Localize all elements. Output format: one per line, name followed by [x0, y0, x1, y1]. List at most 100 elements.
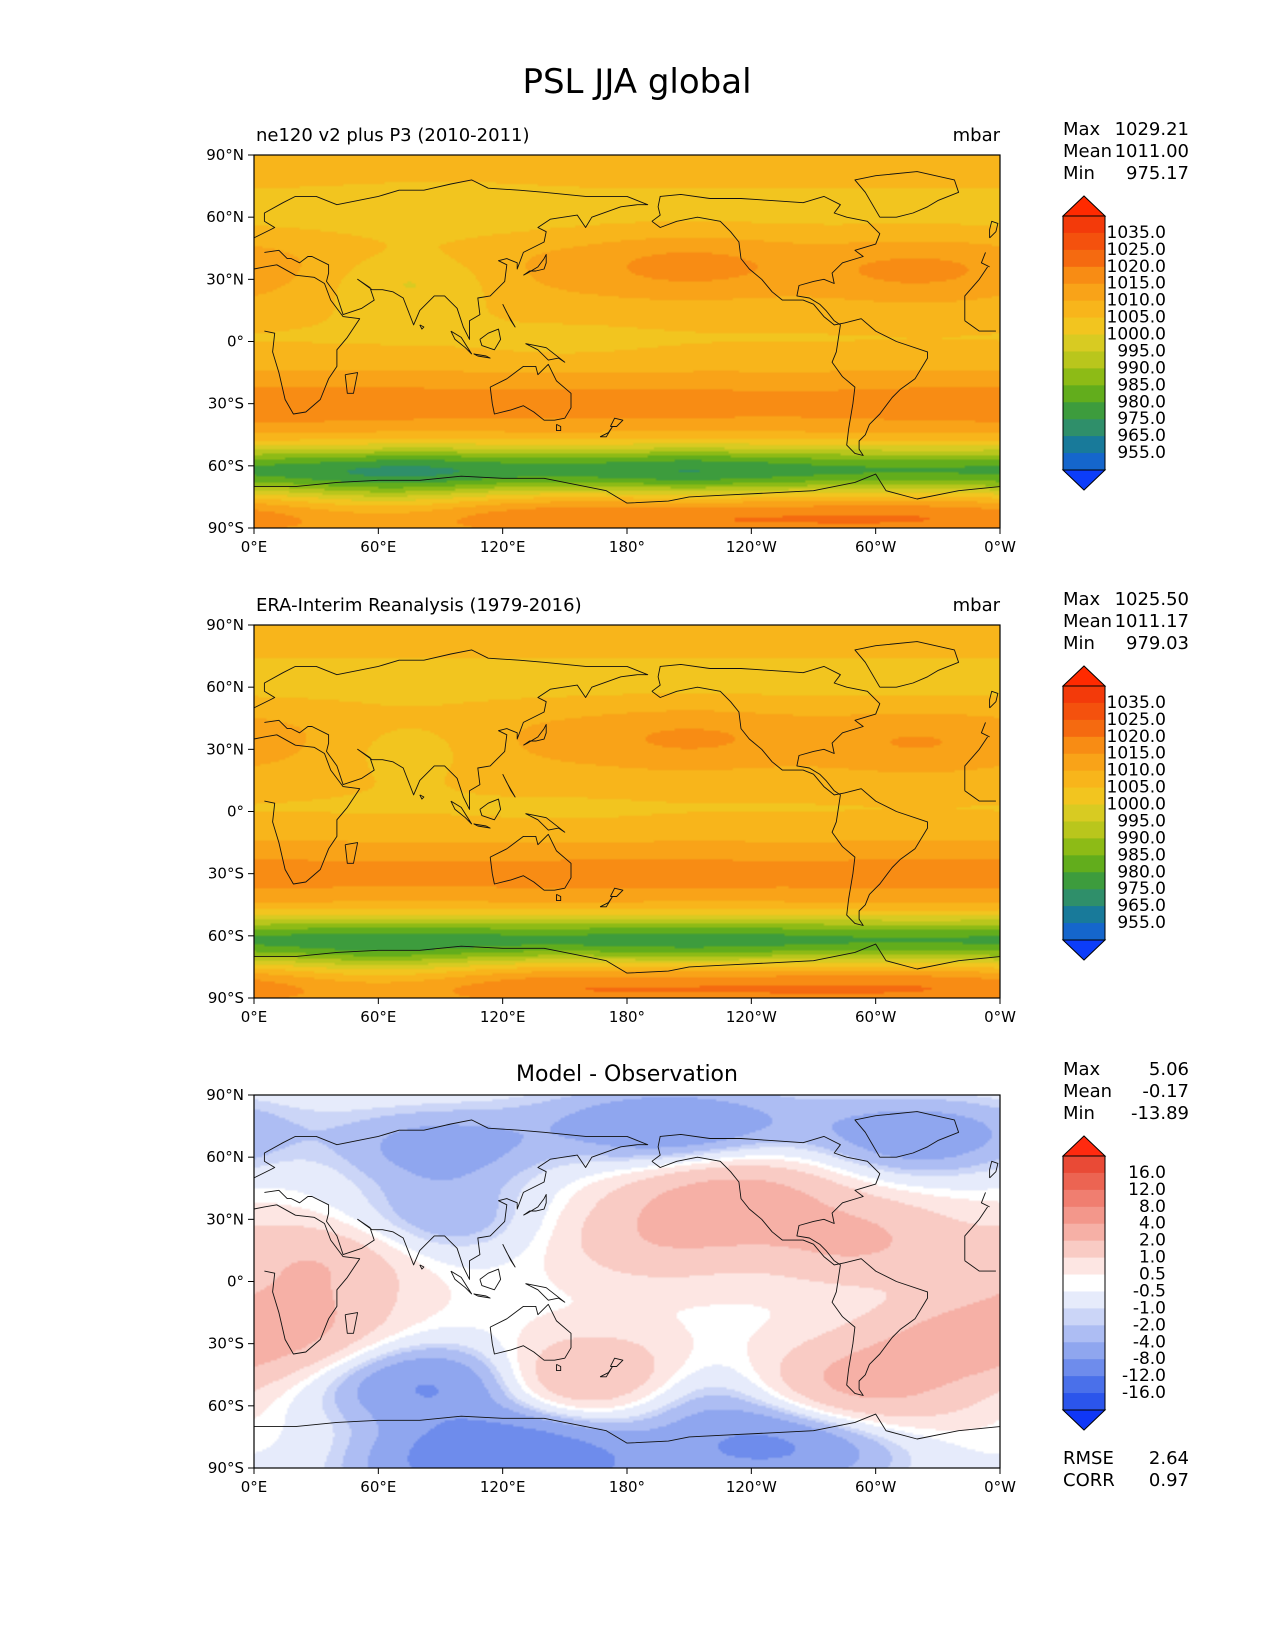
colorbar-label: 995.0	[1117, 341, 1166, 361]
colorbar-label: 1020.0	[1107, 727, 1166, 747]
coastline	[989, 690, 999, 709]
x-tick-label: 180°	[609, 1008, 645, 1026]
colorbar-segment	[1063, 1172, 1105, 1191]
coastline	[964, 266, 988, 321]
coastline	[556, 1363, 562, 1372]
coastline	[502, 1243, 516, 1268]
coastline	[473, 353, 491, 359]
colorbar-segment	[1063, 702, 1105, 721]
stats-observation: Max 1025.50 Mean 1011.17 Min 979.03	[1063, 589, 1189, 654]
colorbar-outline	[1062, 1155, 1106, 1411]
coastline	[450, 800, 473, 825]
coastline	[419, 1264, 425, 1270]
colorbar-segment	[1063, 436, 1105, 454]
colorbar-label: -12.0	[1122, 1366, 1166, 1386]
colorbar-segment	[1063, 453, 1105, 471]
panel-model: ne120 v2 plus P3 (2010-2011) mbar 0°E 60°…	[206, 119, 1189, 556]
y-ticks-observation: 90°N 60°N 30°N 0° 30°S 60°S 90°S	[206, 616, 254, 1007]
colorbar-segment	[1063, 770, 1105, 789]
y-tick-label: 0°	[227, 803, 244, 821]
colorbar-label: 975.0	[1117, 409, 1166, 429]
colorbar-label: 995.0	[1117, 811, 1166, 831]
coastline	[254, 734, 361, 885]
colorbar-segment	[1063, 1240, 1105, 1259]
coastline	[989, 1160, 999, 1179]
colorbar-segment	[1063, 368, 1105, 386]
stat-corr-value: 0.97	[1149, 1470, 1189, 1491]
x-tick-label: 60°W	[855, 538, 897, 556]
coastline	[854, 1111, 960, 1158]
colorbar-segment	[1063, 1291, 1105, 1309]
colorbar-label: 1035.0	[1107, 693, 1166, 713]
colorbar-label: 975.0	[1117, 879, 1166, 899]
colorbar-label: 980.0	[1117, 392, 1166, 412]
y-tick-label: 30°S	[208, 395, 244, 413]
y-ticks-model: 90°N 60°N 30°N 0° 30°S 60°S 90°S	[206, 146, 254, 537]
colorbar-label: 12.0	[1128, 1180, 1166, 1200]
colorbar-segment	[1063, 821, 1105, 839]
colorbar-segment	[1063, 334, 1105, 353]
y-tick-label: 60°N	[206, 208, 244, 226]
y-tick-label: 60°S	[208, 457, 244, 475]
y-tick-label: 30°N	[206, 1210, 244, 1228]
x-tick-label: 60°E	[360, 538, 396, 556]
stats-difference: Max 5.06 Mean -0.17 Min -13.89 RMSE 2.64…	[1063, 1059, 1189, 1491]
colorbar-segment	[1063, 855, 1105, 873]
colorbar-segment	[1063, 838, 1105, 856]
colorbar-segment	[1063, 216, 1105, 234]
figure-title: PSL JJA global	[522, 62, 751, 102]
coastline	[344, 372, 359, 394]
x-ticks-observation: 0°E 60°E 120°E 180° 120°W 60°W 0°W	[241, 998, 1016, 1026]
stat-mean-label-observation: Mean	[1063, 611, 1112, 632]
stat-max-label-difference: Max	[1063, 1059, 1101, 1080]
colorbar-label: 955.0	[1117, 443, 1166, 463]
y-ticks-difference: 90°N 60°N 30°N 0° 30°S 60°S 90°S	[206, 1086, 254, 1477]
coastline	[556, 893, 562, 902]
coastline	[489, 833, 572, 891]
colorbar-segment	[1063, 385, 1105, 403]
coastline	[964, 790, 996, 802]
x-tick-label: 60°W	[855, 1008, 897, 1026]
colorbar-label: 1005.0	[1107, 308, 1166, 328]
colorbar-label: 1015.0	[1107, 274, 1166, 294]
colorbar-label: 1025.0	[1107, 710, 1166, 730]
colorbar-label: 1025.0	[1107, 240, 1166, 260]
y-tick-label: 60°S	[208, 927, 244, 945]
stat-rmse-value: 2.64	[1149, 1448, 1189, 1469]
colorbar-label: 1010.0	[1107, 761, 1166, 781]
coastline	[489, 1303, 572, 1361]
colorbar-segment	[1063, 719, 1105, 738]
coastline	[525, 1283, 566, 1303]
coastline	[964, 1206, 988, 1261]
psl-field-observation	[254, 625, 1000, 998]
colorbar-extend-top	[1061, 195, 1107, 217]
colorbar-extend-bottom	[1061, 1409, 1107, 1431]
colorbar-label: 1005.0	[1107, 778, 1166, 798]
x-tick-label: 120°E	[480, 1478, 526, 1496]
y-tick-label: 0°	[227, 1273, 244, 1291]
colorbar-extend-bottom	[1061, 469, 1107, 491]
coastline	[609, 887, 624, 897]
colorbar-segment	[1063, 1342, 1105, 1360]
colorbar-label: 1010.0	[1107, 291, 1166, 311]
stat-min-value-model: 975.17	[1126, 163, 1189, 184]
colorbar-segment	[1063, 1325, 1105, 1343]
panel-difference: Model - Observation 0°E 60°E 120°E 180° 120°…	[206, 1059, 1189, 1496]
stat-max-value-model: 1029.21	[1115, 119, 1189, 140]
coastline	[489, 363, 572, 421]
colorbar-label: -8.0	[1133, 1349, 1166, 1369]
y-tick-label: 90°N	[206, 616, 244, 634]
colorbar-segment	[1063, 736, 1105, 755]
colorbar-segment	[1063, 402, 1105, 420]
coastline	[502, 303, 516, 328]
stat-mean-label-difference: Mean	[1063, 1081, 1112, 1102]
coastline	[344, 1312, 359, 1334]
colorbar-extend-bottom	[1061, 939, 1107, 961]
coastline	[254, 264, 361, 415]
y-tick-label: 60°S	[208, 1397, 244, 1415]
x-tick-label: 0°E	[241, 538, 268, 556]
colorbar-segment	[1063, 787, 1105, 806]
colorbar-label: 1020.0	[1107, 257, 1166, 277]
stat-mean-label-model: Mean	[1063, 141, 1112, 162]
colorbar-segment	[1063, 889, 1105, 907]
